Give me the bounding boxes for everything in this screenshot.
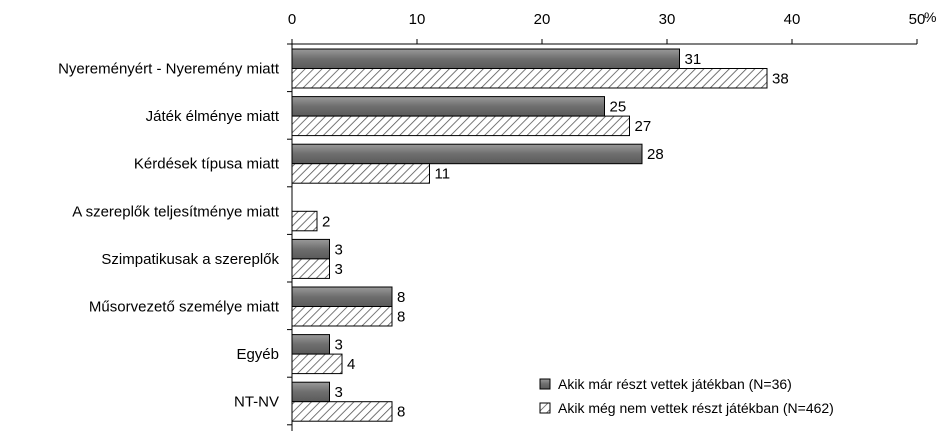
- bars-layer: [291, 48, 768, 422]
- category-label-1: Játék élménye miatt: [146, 108, 280, 125]
- bar-series1-7: [291, 381, 330, 403]
- bar-series1-2: [291, 143, 643, 165]
- x-tick-label-0: 0: [288, 11, 296, 28]
- category-label-5: Műsorvezető személye miatt: [89, 299, 280, 316]
- x-tick-label-3: 30: [659, 11, 676, 28]
- legend: Akik már részt vettek játékban (N=36) Aki…: [539, 376, 834, 416]
- bar-series2-3: [291, 210, 318, 232]
- legend-label-1: Akik már részt vettek játékban (N=36): [558, 376, 792, 392]
- value-label-series2-4: 3: [335, 261, 343, 278]
- value-label-series1-7: 3: [335, 384, 343, 401]
- x-unit-label: %: [924, 9, 936, 25]
- value-label-series2-1: 27: [635, 118, 652, 135]
- value-label-series2-2: 11: [435, 166, 451, 183]
- category-label-0: Nyereményért - Nyeremény miatt: [58, 61, 280, 78]
- legend-swatch-1: [539, 378, 551, 390]
- category-label-4: Szimpatikusak a szereplők: [101, 251, 279, 268]
- value-label-series1-2: 28: [647, 146, 664, 163]
- bar-series1-4: [291, 238, 330, 260]
- bar-series1-6: [291, 334, 330, 355]
- bar-series2-6: [291, 353, 343, 375]
- bar-series2-4: [291, 258, 330, 279]
- value-label-series1-4: 3: [335, 241, 343, 258]
- x-tick-label-4: 40: [784, 11, 801, 28]
- x-tick-label-5: 50: [909, 11, 926, 28]
- value-label-series1-1: 25: [610, 99, 627, 116]
- labels-layer: 0 10 20 30 40 50% Nyereményért - Nyeremény mia…: [58, 9, 936, 421]
- value-label-series2-6: 4: [347, 356, 355, 373]
- legend-swatch-2: [539, 402, 551, 414]
- value-label-series1-0: 31: [685, 51, 702, 68]
- category-label-7: NT-NV: [234, 394, 279, 411]
- x-tick-label-2: 20: [534, 11, 551, 28]
- value-label-series2-7: 8: [397, 404, 405, 421]
- bar-series1-1: [291, 96, 605, 117]
- value-label-series1-6: 3: [335, 337, 343, 354]
- value-label-series1-5: 8: [397, 289, 405, 306]
- bar-series1-0: [291, 48, 680, 69]
- value-label-series2-5: 8: [397, 309, 405, 326]
- bar-series2-7: [291, 401, 393, 422]
- bar-series2-0: [291, 68, 768, 89]
- legend-label-2: Akik még nem vettek részt játékban (N=46…: [558, 400, 834, 416]
- bar-series2-1: [291, 115, 630, 137]
- bar-series1-5: [291, 286, 393, 307]
- bar-series2-2: [291, 163, 430, 184]
- x-tick-label-1: 10: [409, 11, 426, 28]
- value-label-series2-3: 2: [322, 213, 330, 230]
- category-label-3: A szereplők teljesítménye miatt: [72, 203, 280, 220]
- category-label-6: Egyéb: [236, 346, 279, 363]
- value-label-series2-0: 38: [772, 71, 789, 88]
- category-label-2: Kérdések típusa miatt: [134, 156, 280, 173]
- bar-series2-5: [291, 306, 393, 327]
